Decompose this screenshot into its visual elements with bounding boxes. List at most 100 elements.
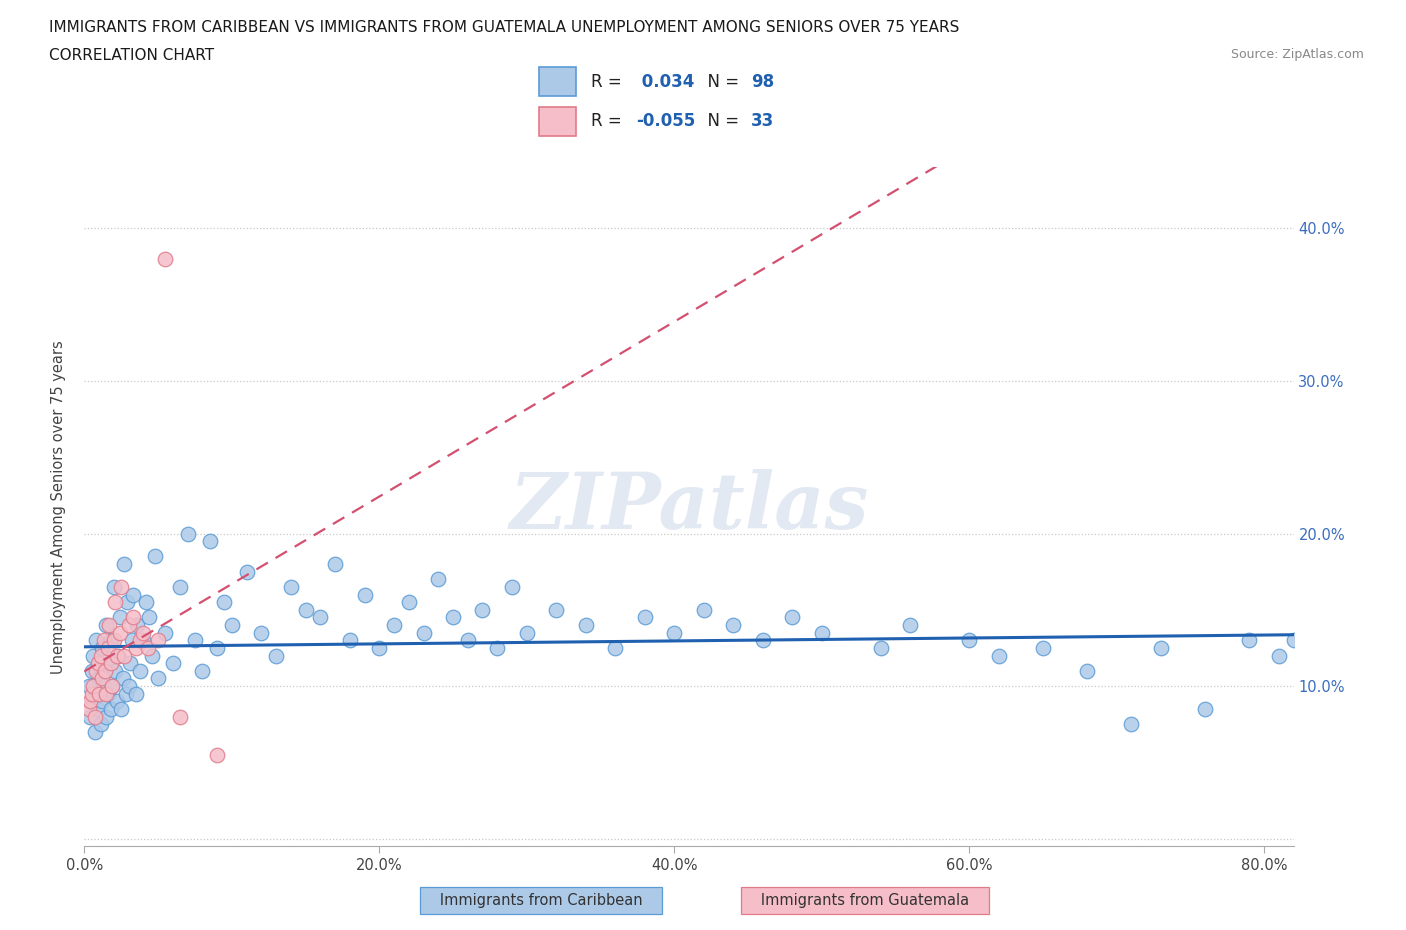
Point <box>96 618 118 632</box>
Point <box>457 633 479 648</box>
Point <box>987 648 1010 663</box>
Point <box>120 656 142 671</box>
Text: ZIPatlas: ZIPatlas <box>509 469 869 545</box>
Point <box>721 618 744 632</box>
Point <box>91 671 114 686</box>
Point <box>664 625 686 640</box>
Text: N =: N = <box>696 112 744 130</box>
Point <box>121 633 143 648</box>
Point <box>869 641 891 656</box>
Point <box>132 633 155 648</box>
Point <box>97 686 120 701</box>
Point <box>471 603 494 618</box>
Point <box>427 572 450 587</box>
Point <box>1282 633 1305 648</box>
Point <box>214 595 236 610</box>
Point <box>353 587 375 602</box>
Point <box>129 633 152 648</box>
FancyBboxPatch shape <box>540 67 575 96</box>
Point <box>96 686 118 701</box>
Point <box>98 656 121 671</box>
Point <box>93 633 115 648</box>
Point <box>294 603 316 618</box>
Point <box>184 633 207 648</box>
Point <box>84 633 107 648</box>
Point <box>692 603 714 618</box>
Point <box>90 648 112 663</box>
Text: Source: ZipAtlas.com: Source: ZipAtlas.com <box>1230 48 1364 61</box>
Point <box>84 686 107 701</box>
Text: Immigrants from Guatemala: Immigrants from Guatemala <box>747 893 983 908</box>
Point <box>94 663 117 678</box>
Point <box>110 579 132 594</box>
Point <box>634 610 657 625</box>
Point <box>280 579 302 594</box>
Point <box>98 618 121 632</box>
Point <box>105 648 128 663</box>
Point <box>115 595 138 610</box>
Point <box>79 694 101 709</box>
Point <box>501 579 523 594</box>
Point <box>1150 641 1173 656</box>
Point <box>112 557 135 572</box>
Point <box>87 656 110 671</box>
Point <box>117 679 139 694</box>
Point <box>146 671 169 686</box>
Point <box>83 724 105 739</box>
Point <box>221 618 243 632</box>
Point <box>198 534 221 549</box>
Point <box>110 701 132 716</box>
Text: 98: 98 <box>751 73 775 91</box>
Point <box>96 710 118 724</box>
Text: R =: R = <box>591 112 627 130</box>
Point <box>780 610 803 625</box>
Point <box>486 641 509 656</box>
Point <box>91 694 114 709</box>
Point <box>138 610 160 625</box>
Point <box>117 618 139 632</box>
Point <box>162 656 184 671</box>
Point <box>1121 717 1143 732</box>
Point <box>80 694 103 709</box>
Point <box>103 633 125 648</box>
Point <box>250 625 273 640</box>
Point <box>87 671 110 686</box>
Point <box>546 603 568 618</box>
Point <box>125 641 148 656</box>
Point <box>205 641 228 656</box>
Point <box>83 710 105 724</box>
Point <box>108 625 131 640</box>
Point <box>169 579 191 594</box>
Text: Immigrants from Caribbean: Immigrants from Caribbean <box>426 893 657 908</box>
Point <box>309 610 332 625</box>
Point <box>1194 701 1216 716</box>
Point <box>1032 641 1054 656</box>
Point <box>141 648 163 663</box>
Point <box>957 633 980 648</box>
Point <box>146 633 169 648</box>
Point <box>127 618 149 632</box>
Point <box>125 686 148 701</box>
Text: 0.034: 0.034 <box>636 73 695 91</box>
Point <box>1076 663 1098 678</box>
Point <box>339 633 361 648</box>
Point <box>382 618 405 632</box>
Point <box>898 618 921 632</box>
Point <box>264 648 287 663</box>
Point <box>129 663 152 678</box>
Point <box>77 701 100 716</box>
Point <box>112 648 135 663</box>
Point <box>412 625 434 640</box>
Point <box>114 686 136 701</box>
Point <box>77 679 100 694</box>
Point <box>101 679 124 694</box>
Point <box>205 748 228 763</box>
Point <box>91 641 114 656</box>
Point <box>1268 648 1291 663</box>
Point <box>84 663 107 678</box>
Point <box>100 656 122 671</box>
Point <box>105 694 128 709</box>
Point <box>93 679 115 694</box>
Point <box>136 641 159 656</box>
Point <box>323 557 346 572</box>
